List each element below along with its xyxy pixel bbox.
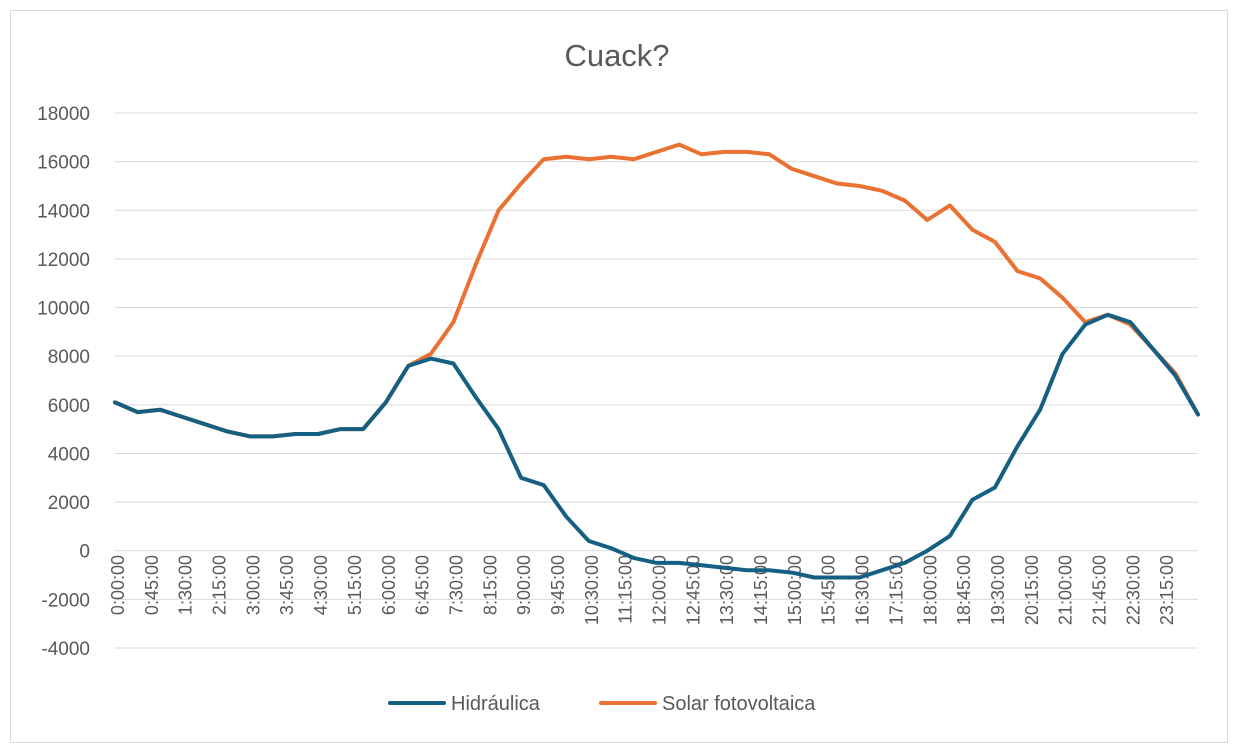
x-tick-label: 0:00:00 xyxy=(108,555,128,615)
y-tick-label: 8000 xyxy=(48,347,90,368)
x-tick-label: 3:45:00 xyxy=(277,555,297,615)
x-tick-label: 7:30:00 xyxy=(446,555,466,615)
y-tick-label: -2000 xyxy=(41,590,90,611)
y-tick-label: 2000 xyxy=(48,493,90,514)
y-tick-label: 14000 xyxy=(37,201,90,222)
y-tick-label: 18000 xyxy=(37,104,90,125)
legend-label: Hidráulica xyxy=(451,693,541,715)
x-tick-label: 0:45:00 xyxy=(142,555,162,615)
x-tick-label: 18:00:00 xyxy=(920,555,940,625)
x-tick-label: 6:00:00 xyxy=(379,555,399,615)
x-tick-label: 4:30:00 xyxy=(311,555,331,615)
x-tick-label: 17:15:00 xyxy=(886,555,906,625)
y-tick-label: 6000 xyxy=(48,396,90,417)
x-tick-label: 21:00:00 xyxy=(1056,555,1076,625)
x-tick-label: 23:15:00 xyxy=(1157,555,1177,625)
x-tick-label: 1:30:00 xyxy=(176,555,196,615)
x-tick-label: 21:45:00 xyxy=(1089,555,1109,625)
gridlines xyxy=(115,112,1198,649)
y-tick-label: -4000 xyxy=(41,639,90,660)
x-tick-label: 15:45:00 xyxy=(819,555,839,625)
x-tick-label: 5:15:00 xyxy=(345,555,365,615)
x-tick-label: 20:15:00 xyxy=(1022,555,1042,625)
x-tick-label: 6:45:00 xyxy=(413,555,433,615)
series-line-hidr-ulica xyxy=(113,312,1200,580)
x-tick-label: 8:15:00 xyxy=(480,555,500,615)
legend: Hidráulica Solar fotovoltaica xyxy=(388,693,816,715)
x-tick-label: 13:30:00 xyxy=(717,555,737,625)
series-lines xyxy=(113,142,1200,580)
series-line-solar-fotovoltaica xyxy=(113,142,1200,439)
x-tick-label: 18:45:00 xyxy=(954,555,974,625)
x-tick-label: 14:15:00 xyxy=(751,555,771,625)
x-tick-label: 2:15:00 xyxy=(210,555,230,615)
x-tick-label: 12:00:00 xyxy=(650,555,670,625)
y-tick-label: 10000 xyxy=(37,299,90,320)
x-tick-label: 9:00:00 xyxy=(514,555,534,615)
x-tick-label: 16:30:00 xyxy=(853,555,873,625)
x-tick-label: 22:30:00 xyxy=(1123,555,1143,625)
x-tick-label: 19:30:00 xyxy=(988,555,1008,625)
x-tick-label: 12:45:00 xyxy=(683,555,703,625)
y-tick-label: 4000 xyxy=(48,444,90,465)
x-tick-label: 15:00:00 xyxy=(785,555,805,625)
chart-title: Cuack? xyxy=(564,38,669,73)
x-tick-label: 9:45:00 xyxy=(548,555,568,615)
y-tick-label: 16000 xyxy=(37,153,90,174)
y-tick-label: 12000 xyxy=(37,250,90,271)
x-axis-tick-labels: 0:00:00 0:45:00 1:30:00 2:15:00 3:00:00 3:45:… xyxy=(108,555,1177,625)
x-tick-label: 11:15:00 xyxy=(616,555,636,624)
y-axis-tick-labels: -4000 -2000 0 2000 4000 6000 8000 10000 12000 140… xyxy=(37,104,90,660)
x-tick-label: 10:30:00 xyxy=(582,555,602,625)
x-tick-label: 3:00:00 xyxy=(243,555,263,615)
legend-label: Solar fotovoltaica xyxy=(662,693,816,715)
chart-frame xyxy=(10,10,1228,743)
y-tick-label: 0 xyxy=(79,542,90,563)
